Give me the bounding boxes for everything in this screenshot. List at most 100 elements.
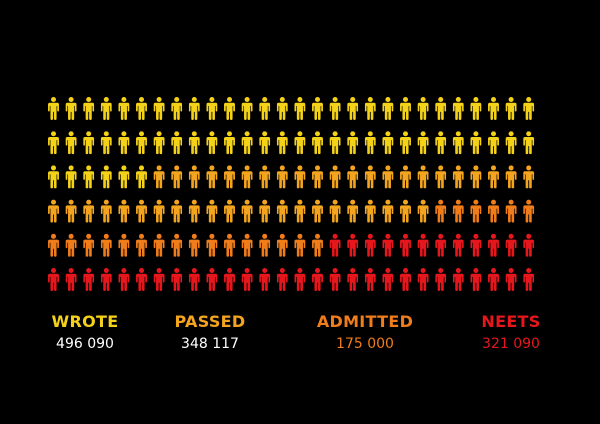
person-icon [435, 233, 447, 257]
stat-neets: NEETS 321 090 [466, 312, 556, 353]
person-icon [488, 165, 499, 189]
person-icon [505, 97, 517, 120]
person-icon [347, 165, 359, 189]
stat-label: NEETS [481, 312, 541, 331]
person-icon [329, 97, 341, 120]
person-icon [171, 165, 183, 189]
person-icon [329, 165, 341, 189]
person-icon [224, 165, 235, 189]
person-icon [48, 131, 59, 155]
person-icon [417, 165, 429, 189]
person-icon [241, 233, 253, 257]
stat-value: 348 117 [181, 336, 239, 352]
person-icon [188, 165, 200, 189]
person-icon [382, 233, 394, 257]
person-icon [206, 165, 218, 189]
person-icon [136, 233, 147, 257]
person-icon [312, 97, 323, 120]
person-icon [488, 233, 499, 257]
person-icon [100, 199, 112, 223]
person-icon [118, 97, 130, 120]
person-icon [312, 165, 323, 189]
stat-label: ADMITTED [316, 312, 414, 331]
person-icon [488, 199, 499, 223]
person-icon [276, 233, 288, 257]
person-icon [259, 233, 271, 257]
person-icon [276, 268, 288, 291]
person-icon [505, 233, 517, 257]
person-icon [488, 97, 499, 120]
person-icon [83, 165, 95, 189]
person-icon [259, 268, 271, 291]
person-icon [224, 233, 235, 257]
person-icon [364, 233, 376, 257]
person-icon [417, 97, 429, 120]
person-icon [188, 97, 200, 120]
person-icon [171, 97, 183, 120]
person-icon [206, 268, 218, 291]
person-icon [364, 268, 376, 291]
person-icon [470, 165, 482, 189]
person-icon [188, 268, 200, 291]
person-icon [505, 131, 517, 155]
person-icon [488, 268, 499, 291]
person-icon [452, 165, 464, 189]
person-icon [118, 199, 130, 223]
person-icon-grid [48, 97, 535, 291]
person-icon [83, 131, 95, 155]
person-icon [206, 233, 218, 257]
person-icon [153, 165, 165, 189]
person-icon [259, 165, 271, 189]
person-icon [523, 268, 535, 291]
person-icon [206, 131, 218, 155]
person-icon [347, 233, 359, 257]
person-icon [523, 165, 535, 189]
person-icon [452, 199, 464, 223]
person-icon [276, 131, 288, 155]
person-icon [65, 268, 77, 291]
person-icon [347, 199, 359, 223]
person-icon [364, 97, 376, 120]
person-icon [452, 233, 464, 257]
person-icon [382, 131, 394, 155]
person-icon [136, 165, 147, 189]
person-icon [312, 233, 323, 257]
person-icon [400, 233, 411, 257]
person-icon [259, 131, 271, 155]
person-icon [294, 268, 306, 291]
person-icon [224, 268, 235, 291]
stat-admitted: ADMITTED 175 000 [310, 312, 420, 353]
person-icon [347, 131, 359, 155]
person-icon [259, 97, 271, 120]
person-icon [153, 268, 165, 291]
person-icon [48, 233, 59, 257]
person-icon [435, 165, 447, 189]
person-icon [48, 199, 59, 223]
person-icon [206, 199, 218, 223]
person-icon [400, 268, 411, 291]
person-icon [294, 199, 306, 223]
person-icon [488, 131, 499, 155]
person-icon [188, 199, 200, 223]
person-icon [224, 199, 235, 223]
person-icon [100, 233, 112, 257]
person-icon [523, 97, 535, 120]
person-icon [329, 268, 341, 291]
person-icon [276, 165, 288, 189]
person-icon [505, 165, 517, 189]
person-icon [329, 131, 341, 155]
person-icon [470, 97, 482, 120]
person-icon [347, 97, 359, 120]
person-icon [136, 268, 147, 291]
person-icon [523, 199, 535, 223]
person-icon [136, 199, 147, 223]
person-icon [400, 131, 411, 155]
person-icon [65, 131, 77, 155]
person-icon [400, 165, 411, 189]
person-icon [241, 199, 253, 223]
person-icon [329, 199, 341, 223]
person-icon [171, 199, 183, 223]
person-icon [417, 268, 429, 291]
person-icon [364, 199, 376, 223]
person-icon [136, 97, 147, 120]
